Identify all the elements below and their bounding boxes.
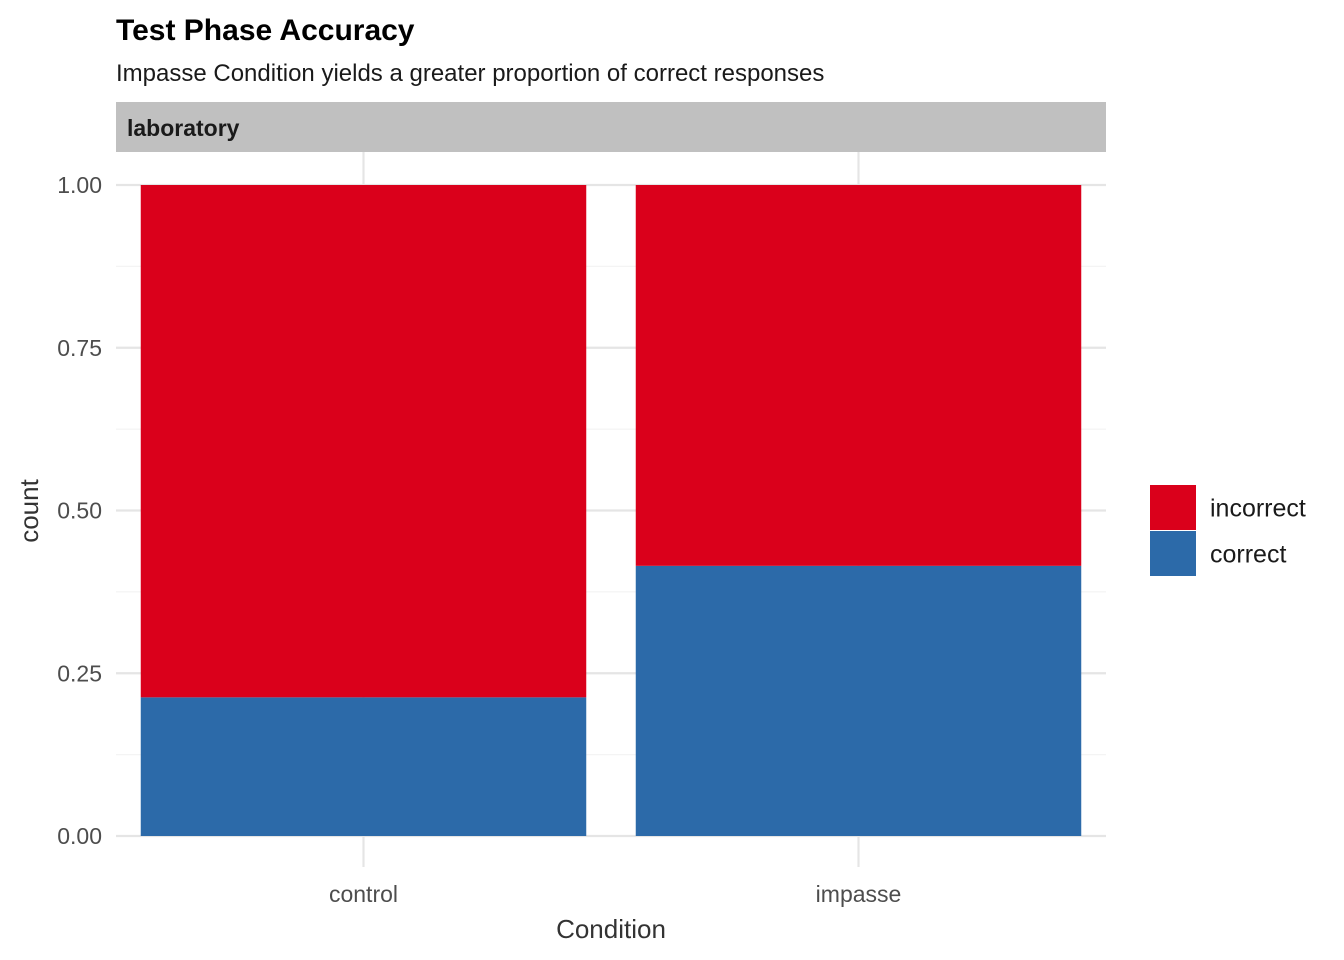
x-tick-label: control xyxy=(329,881,398,907)
bars xyxy=(140,185,1082,836)
y-tick-label: 0.50 xyxy=(57,498,102,524)
y-axis-title: count xyxy=(14,478,44,542)
bar-correct-control xyxy=(140,697,587,836)
bar-incorrect-control xyxy=(140,185,587,698)
legend: incorrect correct xyxy=(1150,485,1306,576)
y-tick-label: 0.25 xyxy=(57,660,102,686)
x-tick-label: impasse xyxy=(816,881,902,907)
y-axis-ticks: 0.00 0.25 0.50 0.75 1.00 xyxy=(57,172,102,849)
facet-strip-label: laboratory xyxy=(127,115,240,141)
chart-subtitle: Impasse Condition yields a greater propo… xyxy=(116,60,824,87)
bar-correct-impasse xyxy=(635,565,1082,836)
legend-key-correct xyxy=(1150,531,1196,576)
facet-strip xyxy=(116,102,1106,152)
y-tick-label: 0.00 xyxy=(57,823,102,849)
bar-incorrect-impasse xyxy=(635,185,1082,566)
x-axis-ticks: control impasse xyxy=(329,881,901,907)
legend-key-incorrect xyxy=(1150,485,1196,530)
legend-label-incorrect: incorrect xyxy=(1210,495,1306,523)
legend-label-correct: correct xyxy=(1210,541,1286,569)
y-tick-label: 1.00 xyxy=(57,172,102,198)
chart-title: Test Phase Accuracy xyxy=(116,14,415,47)
x-axis-title: Condition xyxy=(556,914,666,944)
y-tick-label: 0.75 xyxy=(57,335,102,361)
